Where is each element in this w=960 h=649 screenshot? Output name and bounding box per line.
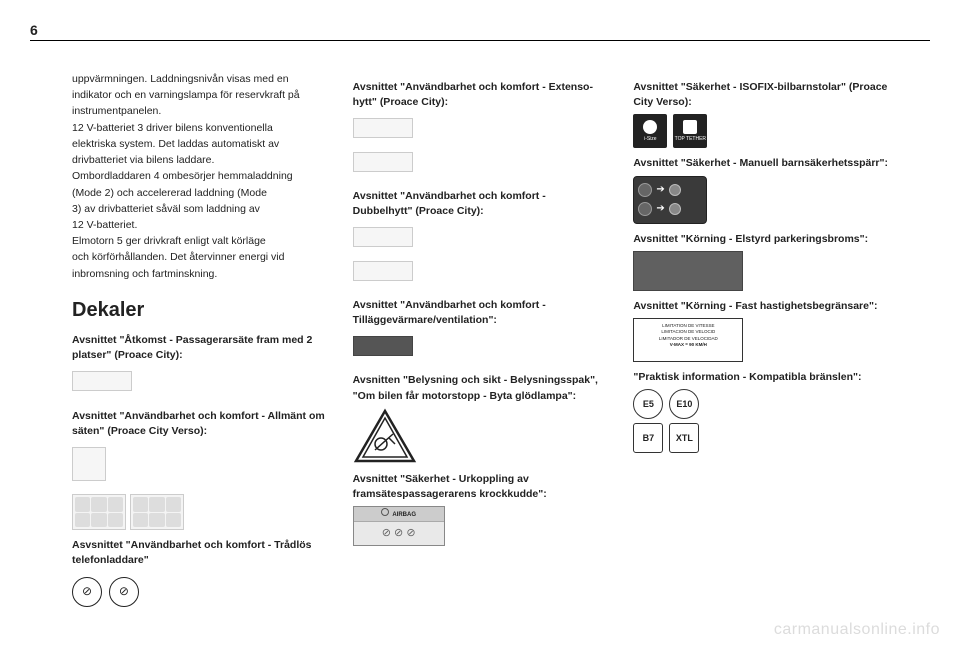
- isofix-toptether-icon: TOP TETHER: [673, 114, 707, 148]
- subheading: Avsnittet "Användbarhet och komfort - Ex…: [353, 80, 608, 110]
- subheading: Avsnittet "Säkerhet - Urkoppling av fram…: [353, 472, 608, 502]
- subheading: Avsnittet "Körning - Fast hastighetsbegr…: [633, 299, 888, 314]
- airbag-text: AIRBAG: [392, 512, 416, 518]
- body-text: instrumentpanelen.: [72, 104, 327, 119]
- body-text: drivbatteriet via bilens laddare.: [72, 153, 327, 168]
- decal-extenso-icon: [353, 152, 413, 172]
- isofix-isize-icon: i-Size: [633, 114, 667, 148]
- decal-seat-general-icon: [72, 447, 106, 481]
- body-text: 12 V-batteriet 3 driver bilens konventio…: [72, 121, 327, 136]
- subheading: Avsnittet "Säkerhet - ISOFIX-bilbarnstol…: [633, 80, 888, 110]
- subheading: Avsnittet "Användbarhet och komfort - Ti…: [353, 298, 608, 328]
- body-text: Ombordladdaren 4 ombesörjer hemmaladdnin…: [72, 169, 327, 184]
- no-card-icon: ⊘: [109, 577, 139, 607]
- speed-limiter-label: LIMITATION DE VITESSE LIMITACION DE VELO…: [633, 318, 743, 362]
- header-rule: [30, 40, 930, 41]
- fuel-badge: E5: [633, 389, 663, 419]
- decal-passenger-seat-icon: [72, 371, 132, 391]
- body-text: uppvärmningen. Laddningsnivån visas med …: [72, 72, 327, 87]
- decal-seat-grid-icon: [72, 494, 126, 530]
- decal-seat-grid-icon: [130, 494, 184, 530]
- subheading: Avsnittet "Åtkomst - Passagerarsäte fram…: [72, 333, 327, 363]
- page-number: 6: [30, 22, 38, 38]
- subheading: Avsnitten "Belysning och sikt - Belysnin…: [353, 373, 608, 403]
- body-text: indikator och en varningslampa för reser…: [72, 88, 327, 103]
- warning-triangle-icon: [353, 408, 417, 464]
- subheading: Avsnittet "Användbarhet och komfort - Al…: [72, 409, 327, 439]
- heading-dekaler: Dekaler: [72, 296, 327, 325]
- column-2: Avsnittet "Användbarhet och komfort - Ex…: [353, 72, 608, 607]
- fuel-badge: XTL: [669, 423, 699, 453]
- decal-heater-icon: [353, 336, 413, 356]
- isofix-label: i-Size: [644, 136, 657, 143]
- subheading: Avsnittet "Körning - Elstyrd parkeringsb…: [633, 232, 888, 247]
- body-text: 3) av drivbatteriet såväl som laddning a…: [72, 202, 327, 217]
- child-lock-icon: ➔ ➔: [633, 176, 707, 224]
- no-key-icon: ⊘: [72, 577, 102, 607]
- body-text: 12 V-batteriet.: [72, 218, 327, 233]
- body-text: och körförhållanden. Det återvinner ener…: [72, 250, 327, 265]
- fuel-badge: B7: [633, 423, 663, 453]
- airbag-warning-label: AIRBAG ⊘ ⊘ ⊘: [353, 506, 445, 546]
- column-3: Avsnittet "Säkerhet - ISOFIX-bilbarnstol…: [633, 72, 888, 607]
- body-text: inbromsning och fartminskning.: [72, 267, 327, 282]
- fuel-badge: E10: [669, 389, 699, 419]
- body-text: Elmotorn 5 ger drivkraft enligt valt kör…: [72, 234, 327, 249]
- speed-box-line: V-MAX = 90 KM/H: [638, 342, 738, 348]
- decal-extenso-icon: [353, 118, 413, 138]
- body-text: (Mode 2) och accelererad laddning (Mode: [72, 186, 327, 201]
- isofix-label: TOP TETHER: [675, 136, 706, 143]
- parking-brake-label: [633, 251, 743, 291]
- decal-doublecab-icon: [353, 227, 413, 247]
- subheading: Avsnittet "Användbarhet och komfort - Du…: [353, 189, 608, 219]
- decal-doublecab-icon: [353, 261, 413, 281]
- subheading: Asvsnittet "Användbarhet och komfort - T…: [72, 538, 327, 568]
- content-columns: uppvärmningen. Laddningsnivån visas med …: [72, 72, 888, 607]
- subheading: Avsnittet "Säkerhet - Manuell barnsäkerh…: [633, 156, 888, 171]
- body-text: elektriska system. Det laddas automatisk…: [72, 137, 327, 152]
- watermark: carmanualsonline.info: [774, 621, 940, 639]
- subheading: "Praktisk information - Kompatibla bräns…: [633, 370, 888, 385]
- column-1: uppvärmningen. Laddningsnivån visas med …: [72, 72, 327, 607]
